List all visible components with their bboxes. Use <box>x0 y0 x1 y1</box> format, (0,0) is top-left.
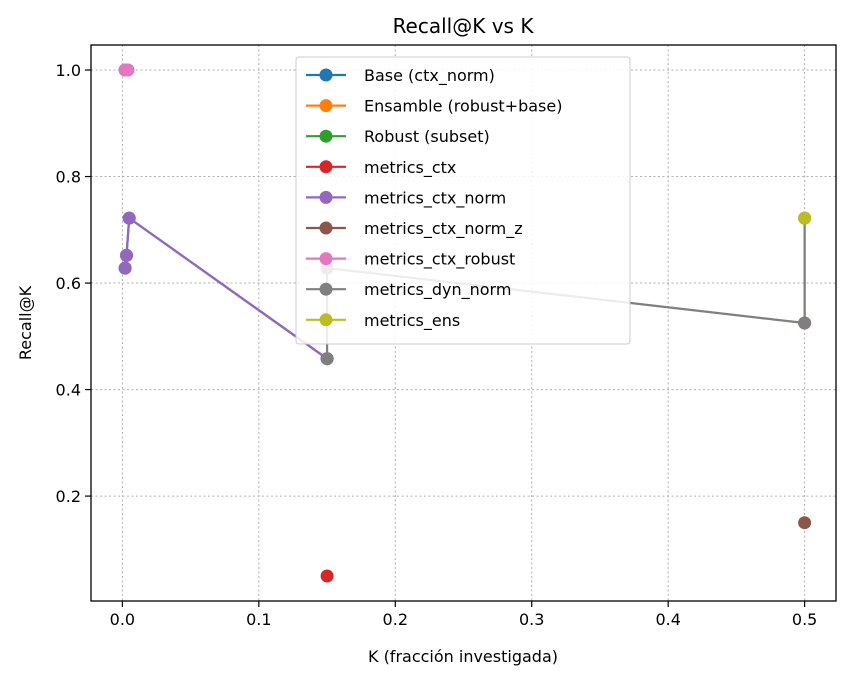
x-tick-label: 0.1 <box>246 610 271 629</box>
axis-ticks: 0.0 0.1 0.2 0.3 0.4 0.5 0.2 0.4 0.6 0.8 1.0 <box>56 61 818 629</box>
legend-label: Base (ctx_norm) <box>364 66 495 86</box>
data-point <box>320 352 334 366</box>
y-tick-label: 0.6 <box>56 274 81 293</box>
y-axis-label: Recall@K <box>16 285 35 360</box>
x-tick-label: 0.0 <box>110 610 135 629</box>
legend-item: metrics_ctx_norm_z <box>306 219 523 239</box>
series-6 <box>118 63 135 77</box>
legend: Base (ctx_norm) Ensamble (robust+base) Rob… <box>295 56 631 345</box>
data-point <box>118 261 132 275</box>
legend-marker <box>319 252 333 266</box>
x-axis-label: K (fracción investigada) <box>368 647 558 666</box>
legend-label: metrics_ctx_norm_z <box>364 219 523 239</box>
x-tick-label: 0.3 <box>519 610 544 629</box>
data-point <box>798 211 812 225</box>
legend-marker <box>319 99 333 113</box>
y-tick-label: 0.2 <box>56 487 81 506</box>
chart-title: Recall@K vs K <box>393 14 535 38</box>
legend-marker <box>319 190 333 204</box>
legend-marker <box>319 160 333 174</box>
legend-label: metrics_dyn_norm <box>364 280 511 300</box>
legend-item: Ensamble (robust+base) <box>306 97 562 116</box>
legend-item: Robust (subset) <box>306 127 490 146</box>
legend-marker <box>319 68 333 82</box>
data-point <box>120 248 133 262</box>
legend-label: metrics_ctx_robust <box>364 250 515 270</box>
legend-label: Ensamble (robust+base) <box>364 97 562 116</box>
legend-label: metrics_ctx_norm <box>364 188 506 208</box>
legend-item: metrics_ctx <box>306 158 456 178</box>
legend-marker <box>319 313 333 327</box>
series-5 <box>798 516 812 530</box>
legend-item: Base (ctx_norm) <box>306 66 495 86</box>
data-point <box>122 211 136 225</box>
x-tick-label: 0.4 <box>655 610 680 629</box>
legend-item: metrics_ctx_norm <box>306 188 506 208</box>
legend-marker <box>319 129 333 143</box>
series-8 <box>798 211 812 225</box>
plot-frame <box>90 44 837 602</box>
legend-item: metrics_ctx_robust <box>306 250 515 270</box>
y-tick-label: 0.8 <box>56 168 81 187</box>
x-tick-label: 0.2 <box>383 610 408 629</box>
data-point <box>798 316 812 330</box>
legend-label: metrics_ctx <box>364 158 456 178</box>
data-point <box>121 63 135 77</box>
y-tick-label: 0.4 <box>56 381 81 400</box>
y-tick-label: 1.0 <box>56 61 81 80</box>
series-3 <box>320 569 334 583</box>
data-point <box>320 569 334 583</box>
x-tick-label: 0.5 <box>792 610 817 629</box>
legend-marker <box>319 282 333 296</box>
series-4 <box>118 211 334 366</box>
legend-label: metrics_ens <box>364 311 460 331</box>
legend-item: metrics_ens <box>306 311 460 331</box>
legend-marker <box>319 221 333 235</box>
legend-box <box>295 56 631 345</box>
legend-item: metrics_dyn_norm <box>306 280 511 300</box>
data-point <box>798 516 812 530</box>
legend-label: Robust (subset) <box>364 127 490 146</box>
